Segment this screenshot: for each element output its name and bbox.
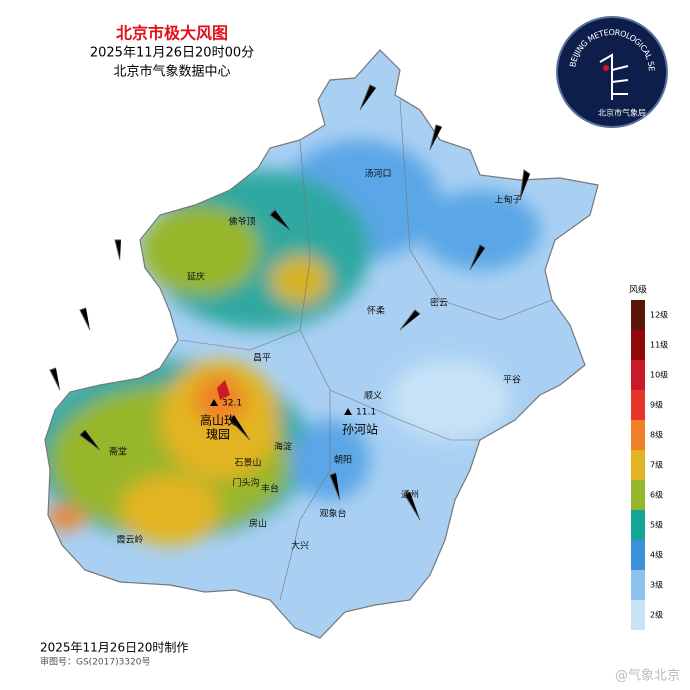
legend-title: 风级 [629,284,647,296]
place-label: 怀柔 [367,305,385,317]
map-time: 2025年11月26日20时00分 [90,46,254,61]
place-label: 密云 [430,297,448,309]
place-label: 上甸子 [494,194,521,206]
legend-swatch [631,540,645,570]
district-borders [179,99,553,601]
place-label: 石景山 [234,458,261,469]
wind-barbs [49,84,531,521]
station-name: 瑰园 [206,427,230,442]
station-marker [344,408,352,415]
legend-label: 10级 [650,370,668,380]
place-label: 朝阳 [334,455,352,466]
legend-label: 6级 [650,490,663,500]
place-label: 顺义 [364,391,382,402]
legend-swatch [631,570,645,600]
legend-label: 9级 [650,400,663,410]
legend-swatch [631,600,645,630]
place-label: 汤河口 [364,168,391,180]
legend: 风级 12级 11级 10级 9级 8级 7级 6级 5级 4级 3级 2级 [629,284,668,630]
legend-label: 8级 [650,430,663,440]
legend-label: 11级 [650,340,668,350]
place-label: 门头沟 [232,477,259,489]
place-label: 延庆 [187,271,205,283]
legend-label: 12级 [650,310,668,320]
place-label: 通州 [401,490,419,501]
footer-approval: 审图号：GS(2017)3320号 [40,656,151,668]
place-label: 佛爷顶 [228,216,255,228]
place-label: 霞云岭 [116,534,143,546]
legend-swatch [631,360,645,390]
legend-label: 4级 [650,550,663,560]
station-name: 高山玫 [200,413,236,428]
place-label: 观象台 [319,508,346,520]
legend-swatch [631,480,645,510]
legend-label: 7级 [650,460,663,470]
legend-label: 5级 [650,520,663,530]
legend-swatch [631,450,645,480]
place-label: 昌平 [253,353,271,364]
logo-name: 北京市气象局 [598,108,646,118]
station-name: 孙河站 [342,423,378,437]
legend-swatch [631,420,645,450]
station-value: 32.1 [222,399,242,409]
map-org: 北京市气象数据中心 [113,64,230,80]
legend-swatch [631,510,645,540]
legend-swatch [631,300,645,330]
map-title: 北京市极大风图 [116,24,228,43]
place-label: 大兴 [291,540,309,552]
place-label: 平谷 [503,375,521,386]
legend-label: 3级 [650,580,663,590]
place-label: 海淀 [274,441,292,453]
legend-label: 2级 [650,610,663,620]
station-value: 11.1 [356,408,376,418]
place-label: 斋堂 [109,446,127,458]
legend-swatch [631,390,645,420]
footer-made: 2025年11月26日20时制作 [40,641,188,655]
legend-swatch [631,330,645,360]
place-label: 丰台 [261,483,279,495]
watermark: @气象北京 [615,668,680,684]
station-marker [210,399,218,406]
place-label: 房山 [249,518,267,530]
